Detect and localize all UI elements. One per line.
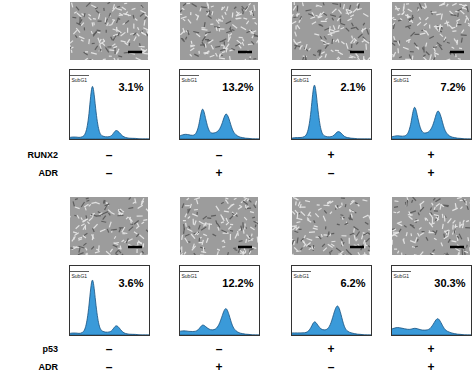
svg-text:6.2%: 6.2% bbox=[340, 277, 365, 289]
svg-text:3.1%: 3.1% bbox=[118, 81, 143, 93]
svg-text:7.2%: 7.2% bbox=[440, 81, 465, 93]
svg-text:SubG1: SubG1 bbox=[72, 77, 88, 83]
svg-text:SubG1: SubG1 bbox=[294, 273, 310, 279]
html-text:RUNX2: RUNX2 bbox=[27, 150, 58, 160]
svg-text:13.2%: 13.2% bbox=[222, 81, 253, 93]
svg-text:30.3%: 30.3% bbox=[434, 277, 465, 289]
html-text:ADR: ADR bbox=[38, 362, 58, 372]
svg-text:SubG1: SubG1 bbox=[294, 77, 310, 83]
html-text:ADR: ADR bbox=[38, 168, 58, 178]
svg-text:SubG1: SubG1 bbox=[394, 77, 410, 83]
svg-text:SubG1: SubG1 bbox=[72, 273, 88, 279]
svg-text:SubG1: SubG1 bbox=[394, 273, 410, 279]
svg-text:SubG1: SubG1 bbox=[182, 273, 198, 279]
svg-text:2.1%: 2.1% bbox=[340, 81, 365, 93]
svg-text:3.6%: 3.6% bbox=[118, 277, 143, 289]
html-text:p53: p53 bbox=[42, 344, 58, 354]
svg-text:SubG1: SubG1 bbox=[182, 77, 198, 83]
svg-text:12.2%: 12.2% bbox=[222, 277, 253, 289]
